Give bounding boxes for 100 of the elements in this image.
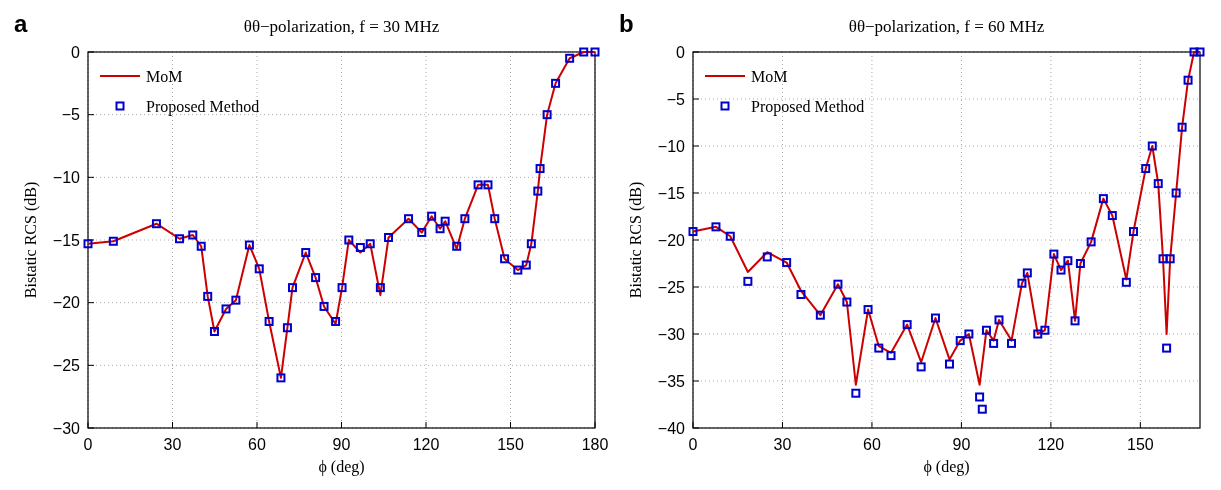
point bbox=[490, 214, 500, 224]
point bbox=[886, 351, 896, 361]
x-tick-label: 90 bbox=[952, 436, 971, 453]
point bbox=[1033, 329, 1043, 339]
point bbox=[337, 283, 347, 293]
point bbox=[1007, 338, 1017, 348]
point bbox=[975, 392, 985, 402]
y-tick-label: −15 bbox=[52, 231, 81, 249]
legend-label: Proposed Method bbox=[751, 97, 865, 116]
point bbox=[404, 214, 414, 224]
point bbox=[175, 234, 185, 244]
point bbox=[1070, 316, 1080, 326]
point bbox=[83, 239, 93, 249]
point bbox=[688, 227, 698, 237]
point bbox=[1147, 141, 1157, 151]
chart-title: θθ−polarization, f = 30 MHz bbox=[243, 17, 440, 36]
y-tick-label: −10 bbox=[657, 137, 686, 155]
point bbox=[535, 164, 545, 174]
x-axis-title: ϕ (deg) bbox=[318, 458, 365, 476]
point bbox=[874, 343, 884, 353]
point bbox=[989, 338, 999, 348]
point bbox=[1121, 277, 1131, 287]
point bbox=[944, 359, 954, 369]
point bbox=[711, 222, 721, 232]
point bbox=[319, 301, 329, 311]
point bbox=[221, 304, 231, 314]
y-tick-label: 0 bbox=[676, 43, 686, 61]
point bbox=[1022, 268, 1032, 278]
x-tick-label: 30 bbox=[773, 436, 792, 453]
point bbox=[440, 216, 450, 226]
point bbox=[427, 211, 437, 221]
y-tick-label: 0 bbox=[71, 43, 81, 61]
y-tick-label: −20 bbox=[52, 294, 81, 312]
text: b bbox=[619, 10, 634, 37]
point bbox=[526, 239, 536, 249]
point bbox=[196, 241, 206, 251]
point bbox=[977, 404, 987, 414]
point bbox=[209, 326, 219, 336]
point bbox=[1195, 47, 1205, 57]
x-tick-label: 120 bbox=[1037, 436, 1065, 453]
point bbox=[301, 248, 311, 258]
y-tick-label: −10 bbox=[52, 168, 81, 186]
point bbox=[725, 231, 735, 241]
point bbox=[815, 310, 825, 320]
point bbox=[244, 240, 254, 250]
legend-label: Proposed Method bbox=[146, 97, 260, 116]
x-tick-label: 60 bbox=[863, 436, 881, 453]
y-tick-label: −35 bbox=[657, 372, 686, 390]
point bbox=[1189, 47, 1199, 57]
point bbox=[331, 316, 341, 326]
point bbox=[1171, 188, 1181, 198]
text: a bbox=[14, 10, 28, 37]
x-tick-label: 30 bbox=[163, 436, 182, 453]
point bbox=[276, 373, 286, 383]
point bbox=[782, 258, 792, 268]
point bbox=[1063, 256, 1073, 266]
point bbox=[981, 325, 991, 335]
y-axis-title: Bistatic RCS (dB) bbox=[22, 181, 40, 299]
point bbox=[796, 290, 806, 300]
point bbox=[375, 283, 385, 293]
point bbox=[1128, 227, 1138, 237]
point bbox=[542, 110, 552, 120]
chart-title: θθ−polarization, f = 60 MHz bbox=[848, 17, 1045, 36]
point bbox=[590, 47, 600, 57]
point bbox=[460, 214, 470, 224]
point bbox=[231, 295, 241, 305]
point bbox=[1162, 343, 1172, 353]
point bbox=[417, 227, 427, 237]
point bbox=[994, 315, 1004, 325]
point bbox=[151, 219, 161, 229]
point bbox=[435, 224, 445, 234]
point bbox=[513, 265, 523, 275]
point bbox=[1165, 254, 1175, 264]
legend-label: MoM bbox=[751, 67, 788, 85]
point bbox=[833, 279, 843, 289]
point bbox=[264, 316, 274, 326]
y-tick-label: −25 bbox=[657, 278, 686, 296]
point bbox=[287, 283, 297, 293]
point bbox=[533, 186, 543, 196]
legend-label: MoM bbox=[146, 67, 183, 85]
point bbox=[500, 254, 510, 264]
point bbox=[851, 388, 861, 398]
x-tick-label: 150 bbox=[497, 436, 524, 453]
x-tick-label: 120 bbox=[412, 436, 440, 453]
point bbox=[964, 329, 974, 339]
point bbox=[355, 243, 365, 253]
point bbox=[365, 239, 375, 249]
point bbox=[473, 180, 483, 190]
point bbox=[902, 320, 912, 330]
x-axis-title: ϕ (deg) bbox=[923, 458, 970, 476]
point bbox=[551, 78, 561, 88]
point bbox=[1049, 249, 1059, 259]
x-tick-label: 90 bbox=[332, 436, 351, 453]
point bbox=[384, 232, 394, 242]
x-tick-label: 0 bbox=[83, 436, 93, 453]
y-tick-label: −20 bbox=[657, 231, 686, 249]
y-tick-label: −15 bbox=[657, 184, 686, 202]
x-tick-label: 0 bbox=[688, 436, 698, 453]
y-tick-label: −40 bbox=[657, 419, 686, 437]
point bbox=[188, 230, 198, 240]
